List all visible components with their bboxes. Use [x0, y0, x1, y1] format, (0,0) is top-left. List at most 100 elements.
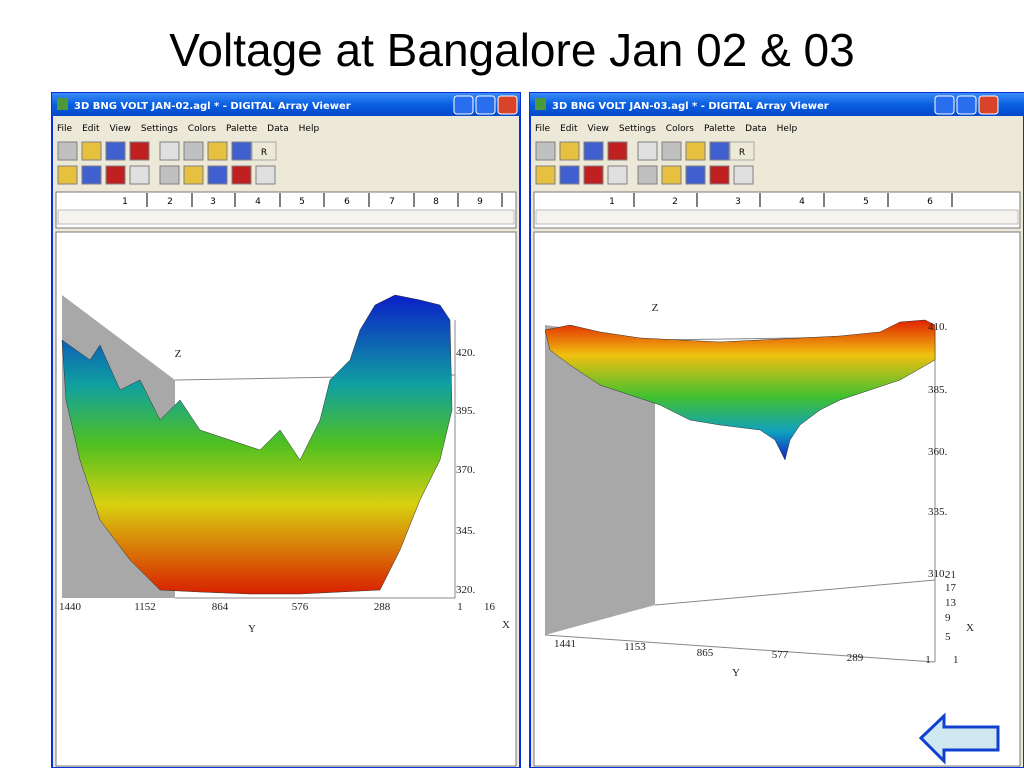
toolbar-button[interactable] — [129, 165, 150, 185]
menu-item[interactable]: Colors — [188, 124, 216, 134]
horizontal-scrollbar[interactable] — [535, 209, 1019, 225]
x-tick-label: 1 — [953, 654, 959, 666]
menu-item[interactable]: Data — [267, 124, 289, 134]
menu-item[interactable]: Palette — [704, 124, 736, 134]
y-axis-label: Y — [248, 623, 256, 635]
menu-item[interactable]: Palette — [226, 124, 258, 134]
close-button[interactable] — [978, 95, 999, 115]
toolbar-button[interactable] — [183, 141, 204, 161]
z-tick-label: 385. — [928, 384, 948, 396]
toolbar-button[interactable] — [709, 141, 730, 161]
toolbar-button[interactable] — [57, 141, 78, 161]
toolbar-button[interactable] — [637, 165, 658, 185]
axis-line — [654, 579, 936, 606]
z-tick-label: 320. — [456, 584, 476, 596]
menu-item[interactable]: Edit — [560, 124, 578, 134]
toolbar-r-label: R — [261, 148, 267, 158]
window-title: 3D BNG VOLT JAN-02.agl * - DIGITAL Array… — [74, 101, 351, 112]
ruler-label: 7 — [389, 197, 395, 207]
axis-line — [544, 634, 936, 663]
y-tick-label: 865 — [697, 647, 714, 659]
toolbar-button[interactable] — [559, 165, 580, 185]
z-tick-label: 420. — [456, 347, 476, 359]
y-tick-label: 576 — [292, 601, 309, 613]
side-panel — [545, 325, 655, 635]
y-tick-label: 1441 — [554, 638, 576, 650]
title-bar — [530, 93, 1024, 116]
toolbar-button[interactable] — [535, 165, 556, 185]
toolbar-button[interactable] — [637, 141, 658, 161]
menu-item[interactable]: File — [535, 124, 551, 134]
y-tick-label: 1153 — [624, 641, 646, 653]
toolbar-button[interactable] — [159, 141, 180, 161]
toolbar-button[interactable] — [709, 165, 730, 185]
close-button[interactable] — [497, 95, 518, 115]
ruler-label: 1 — [609, 197, 615, 207]
ruler-label: 6 — [344, 197, 350, 207]
toolbar-button[interactable] — [607, 165, 628, 185]
toolbar-button[interactable] — [685, 165, 706, 185]
toolbar-r-button[interactable] — [729, 141, 755, 161]
menu-item[interactable]: Help — [299, 124, 320, 134]
back-arrow[interactable] — [918, 712, 1000, 765]
ruler-label: 3 — [735, 197, 741, 207]
x-tick-label: 9 — [945, 612, 951, 624]
toolbar-button[interactable] — [231, 165, 252, 185]
z-tick-label: 410. — [928, 321, 948, 333]
minimize-button[interactable] — [453, 95, 474, 115]
y-tick-label: 289 — [847, 652, 864, 664]
ruler-label: 4 — [799, 197, 805, 207]
z-tick-label: 335. — [928, 506, 948, 518]
x-tick-label: 16 — [484, 601, 496, 613]
maximize-button[interactable] — [956, 95, 977, 115]
z-tick-label: 370. — [456, 464, 476, 476]
toolbar-button[interactable] — [231, 141, 252, 161]
menu-item[interactable]: Data — [745, 124, 767, 134]
ruler-label: 2 — [167, 197, 173, 207]
toolbar-button[interactable] — [129, 141, 150, 161]
menu-item[interactable]: Colors — [666, 124, 694, 134]
toolbar-button[interactable] — [255, 165, 276, 185]
x-tick-label: 17 — [945, 582, 957, 594]
menu-item[interactable]: Settings — [619, 124, 656, 134]
toolbar-button[interactable] — [81, 141, 102, 161]
toolbar-button[interactable] — [535, 141, 556, 161]
toolbar-r-button[interactable] — [251, 141, 277, 161]
x-axis-label: X — [502, 619, 510, 631]
y-tick-label: 1 — [925, 654, 931, 666]
toolbar-button[interactable] — [159, 165, 180, 185]
menu-item[interactable]: Settings — [141, 124, 178, 134]
menu-item[interactable]: View — [110, 124, 131, 134]
toolbar-button[interactable] — [661, 141, 682, 161]
z-tick-label: 395. — [456, 405, 476, 417]
toolbar-button[interactable] — [207, 165, 228, 185]
toolbar-button[interactable] — [57, 165, 78, 185]
toolbar-button[interactable] — [685, 141, 706, 161]
toolbar-button[interactable] — [733, 165, 754, 185]
toolbar-button[interactable] — [661, 165, 682, 185]
toolbar-button[interactable] — [183, 165, 204, 185]
minimize-button[interactable] — [934, 95, 955, 115]
ruler-label: 3 — [210, 197, 216, 207]
maximize-button[interactable] — [475, 95, 496, 115]
ruler-label: 5 — [863, 197, 869, 207]
horizontal-scrollbar[interactable] — [57, 209, 515, 225]
toolbar-button[interactable] — [583, 141, 604, 161]
menu-item[interactable]: File — [57, 124, 73, 134]
toolbar-button[interactable] — [105, 165, 126, 185]
toolbar-button[interactable] — [583, 165, 604, 185]
menu-item[interactable]: Edit — [82, 124, 100, 134]
menu-item[interactable]: View — [588, 124, 609, 134]
z-axis-label: Z — [175, 348, 182, 360]
toolbar-button[interactable] — [81, 165, 102, 185]
toolbar-button[interactable] — [207, 141, 228, 161]
title-bar — [52, 93, 520, 116]
menu-item[interactable]: Help — [777, 124, 798, 134]
z-tick-label: 310. — [928, 568, 948, 580]
y-tick-label: 577 — [772, 649, 789, 661]
toolbar-button[interactable] — [607, 141, 628, 161]
toolbar-button[interactable] — [559, 141, 580, 161]
ruler-label: 1 — [122, 197, 128, 207]
toolbar-button[interactable] — [105, 141, 126, 161]
